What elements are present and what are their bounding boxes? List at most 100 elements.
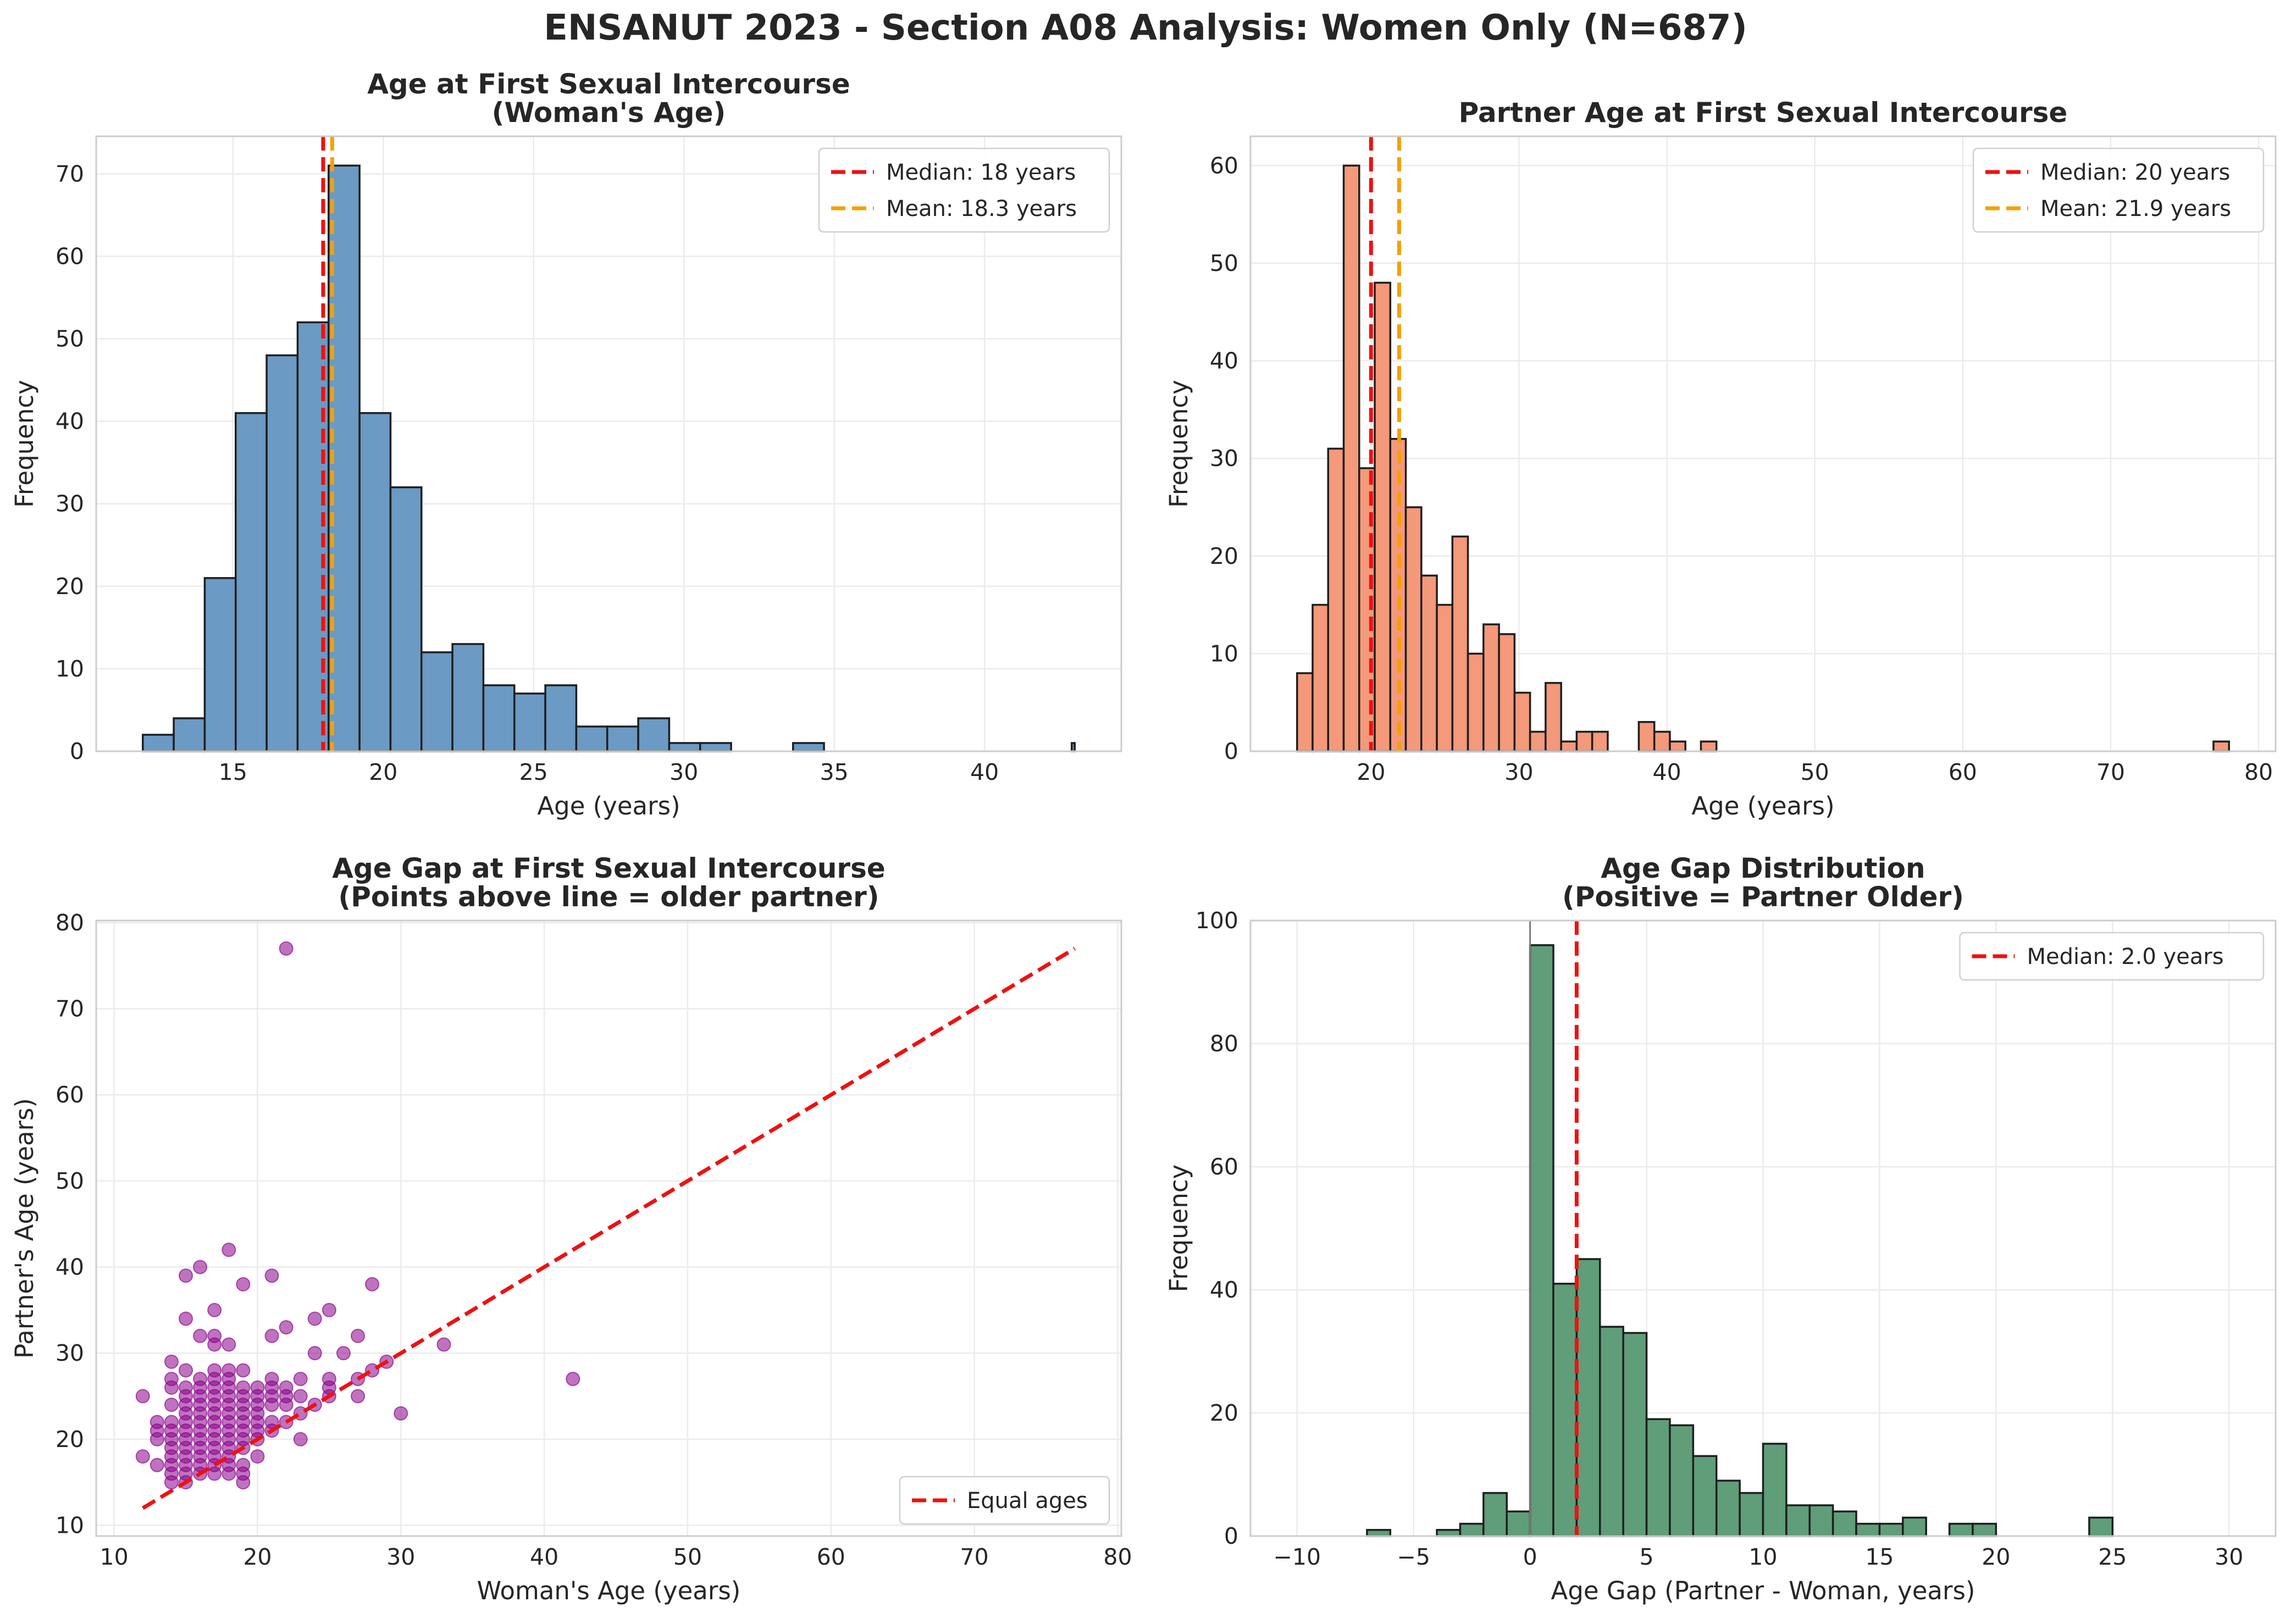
histogram-bar bbox=[1637, 720, 1656, 752]
histogram-bar bbox=[1669, 740, 1686, 752]
histogram-bar bbox=[1482, 1492, 1508, 1537]
y-tick-label: 50 bbox=[56, 1168, 84, 1194]
histogram-bar bbox=[1327, 447, 1345, 752]
x-tick-label: 30 bbox=[1504, 759, 1533, 785]
histogram-bar bbox=[1575, 1258, 1601, 1537]
figure-title: ENSANUT 2023 - Section A08 Analysis: Wom… bbox=[544, 8, 1747, 48]
histogram-bar bbox=[1591, 730, 1609, 752]
plot-frame bbox=[1249, 919, 2277, 1537]
histogram-bar bbox=[1831, 1510, 1857, 1537]
legend-box bbox=[818, 147, 1110, 233]
scatter-point bbox=[279, 941, 294, 956]
scatter-point bbox=[222, 1243, 236, 1257]
panel-title-line: Age Gap at First Sexual Intercourse bbox=[332, 852, 886, 884]
histogram-bar bbox=[451, 643, 485, 752]
x-tick-label: 10 bbox=[1748, 1544, 1777, 1570]
histogram-bar bbox=[1482, 623, 1500, 752]
scatter-point bbox=[293, 1372, 308, 1387]
histogram-bar bbox=[1653, 730, 1671, 752]
histogram-bar bbox=[1762, 1443, 1788, 1537]
plot-frame bbox=[95, 135, 1122, 752]
scatter-point bbox=[351, 1328, 366, 1343]
panel-title-line: (Points above line = older partner) bbox=[338, 881, 879, 913]
scatter-point bbox=[322, 1302, 336, 1317]
scatter-point bbox=[279, 1320, 294, 1335]
x-axis-label: Age (years) bbox=[1691, 791, 1834, 821]
plot-frame bbox=[95, 919, 1122, 1537]
x-tick-label: 30 bbox=[2215, 1544, 2243, 1570]
histogram-bar bbox=[1467, 652, 1485, 752]
histogram-bar bbox=[1071, 742, 1076, 752]
scatter-point bbox=[236, 1363, 251, 1378]
histogram-bar bbox=[1622, 1332, 1648, 1537]
x-tick-label: 15 bbox=[219, 759, 247, 785]
y-axis-label: Frequency bbox=[1164, 380, 1193, 507]
x-tick-label: 20 bbox=[1982, 1544, 2010, 1570]
y-axis-label: Frequency bbox=[10, 380, 39, 507]
x-tick-label: 25 bbox=[519, 759, 548, 785]
histogram-bar bbox=[668, 742, 701, 752]
scatter-point bbox=[179, 1268, 193, 1283]
y-tick-label: 10 bbox=[1210, 640, 1238, 667]
y-tick-label: 20 bbox=[56, 1426, 84, 1453]
scatter-point bbox=[193, 1260, 208, 1274]
y-tick-label: 100 bbox=[1196, 907, 1238, 934]
scatter-point bbox=[307, 1346, 322, 1361]
y-tick-label: 50 bbox=[1210, 250, 1238, 276]
panel-title: Partner Age at First Sexual Intercourse bbox=[1459, 97, 2068, 129]
x-axis-label: Woman's Age (years) bbox=[477, 1576, 741, 1605]
x-tick-label: 40 bbox=[530, 1544, 558, 1570]
scatter-point bbox=[207, 1337, 222, 1352]
scatter-point bbox=[365, 1277, 380, 1292]
histogram-bar bbox=[358, 412, 392, 752]
y-tick-label: 0 bbox=[1224, 1523, 1238, 1549]
x-tick-label: 0 bbox=[1523, 1544, 1537, 1570]
legend: Median: 2.0 years bbox=[1959, 932, 2265, 981]
legend-label: Equal ages bbox=[967, 1488, 1088, 1514]
scatter-point bbox=[222, 1337, 236, 1352]
legend: Median: 18 years Mean: 18.3 years bbox=[818, 147, 1110, 233]
histogram-bar bbox=[575, 725, 608, 752]
x-tick-label: 60 bbox=[817, 1544, 845, 1570]
y-tick-label: 80 bbox=[56, 910, 84, 936]
x-tick-label: 80 bbox=[1103, 1544, 1132, 1570]
scatter-point bbox=[135, 1449, 150, 1464]
histogram-bar bbox=[1700, 740, 1718, 752]
y-tick-label: 10 bbox=[56, 1512, 84, 1538]
scatter-point bbox=[150, 1432, 164, 1446]
histogram-bar bbox=[1855, 1522, 1881, 1537]
legend-label: Median: 20 years bbox=[2040, 160, 2230, 185]
scatter-point bbox=[179, 1311, 193, 1326]
histogram-bar bbox=[1669, 1424, 1695, 1537]
panel-age-gap-histogram: Age Gap Distribution (Positive = Partner … bbox=[1164, 852, 2277, 1605]
scatter-point bbox=[307, 1311, 322, 1326]
x-tick-label: 50 bbox=[1801, 759, 1829, 785]
panel-title-line: (Woman's Age) bbox=[492, 97, 726, 129]
x-tick-label: 5 bbox=[1640, 1544, 1654, 1570]
histogram-bar bbox=[142, 734, 175, 752]
scatter-point bbox=[264, 1268, 279, 1283]
histogram-bar bbox=[1436, 603, 1454, 752]
x-tick-label: 30 bbox=[669, 759, 698, 785]
histogram-bar bbox=[1692, 1455, 1718, 1537]
x-tick-label: 10 bbox=[100, 1544, 129, 1570]
scatter-point bbox=[164, 1475, 179, 1490]
histogram-bar bbox=[1599, 1326, 1624, 1537]
x-tick-label: −5 bbox=[1397, 1544, 1430, 1570]
y-tick-label: 70 bbox=[56, 996, 84, 1022]
histogram-bar bbox=[513, 692, 546, 752]
histogram-bar bbox=[1296, 672, 1314, 752]
histogram-bar bbox=[792, 742, 825, 752]
histogram-bar bbox=[1715, 1479, 1741, 1537]
y-tick-label: 40 bbox=[56, 1254, 84, 1280]
legend-box bbox=[1959, 932, 2265, 981]
histogram-bar bbox=[1513, 691, 1531, 752]
histogram-bar bbox=[389, 486, 423, 752]
x-axis-label: Age (years) bbox=[537, 791, 680, 821]
y-tick-label: 60 bbox=[56, 243, 84, 269]
scatter-point bbox=[193, 1328, 208, 1343]
x-tick-label: 25 bbox=[2098, 1544, 2127, 1570]
scatter-point bbox=[264, 1328, 279, 1343]
scatter-point bbox=[150, 1457, 164, 1472]
scatter-point bbox=[135, 1389, 150, 1404]
